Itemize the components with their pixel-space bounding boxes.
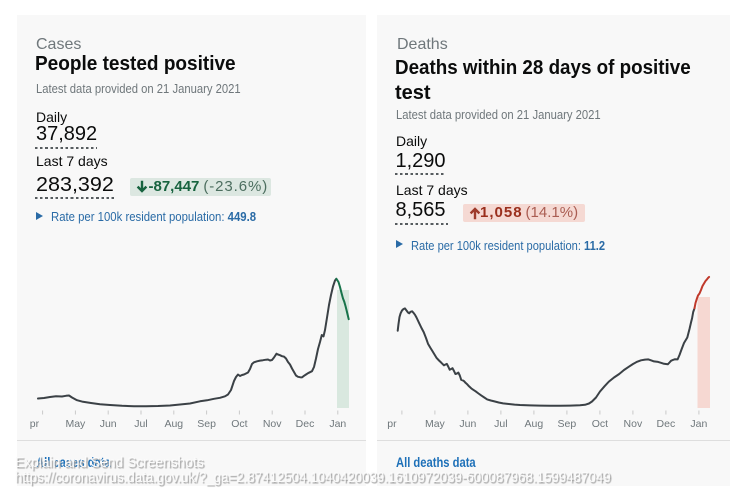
svg-text:Nov: Nov <box>624 418 643 430</box>
svg-text:pr: pr <box>30 418 40 430</box>
svg-text:pr: pr <box>387 418 397 430</box>
svg-text:May: May <box>425 418 446 430</box>
svg-text:Dec: Dec <box>296 418 315 430</box>
svg-text:Jun: Jun <box>459 418 476 430</box>
svg-text:Jan: Jan <box>690 418 707 430</box>
svg-text:Sep: Sep <box>197 418 216 430</box>
svg-text:Oct: Oct <box>592 418 608 430</box>
svg-text:Jan: Jan <box>329 418 346 430</box>
svg-text:Aug: Aug <box>525 418 544 430</box>
svg-text:May: May <box>65 418 86 430</box>
svg-text:Nov: Nov <box>263 418 282 430</box>
svg-text:Aug: Aug <box>164 418 183 430</box>
svg-text:Jul: Jul <box>134 418 147 430</box>
svg-text:Oct: Oct <box>231 418 247 430</box>
svg-text:Jun: Jun <box>100 418 117 430</box>
svg-text:Jul: Jul <box>494 418 507 430</box>
svg-text:Sep: Sep <box>558 418 577 430</box>
svg-text:Dec: Dec <box>657 418 676 430</box>
